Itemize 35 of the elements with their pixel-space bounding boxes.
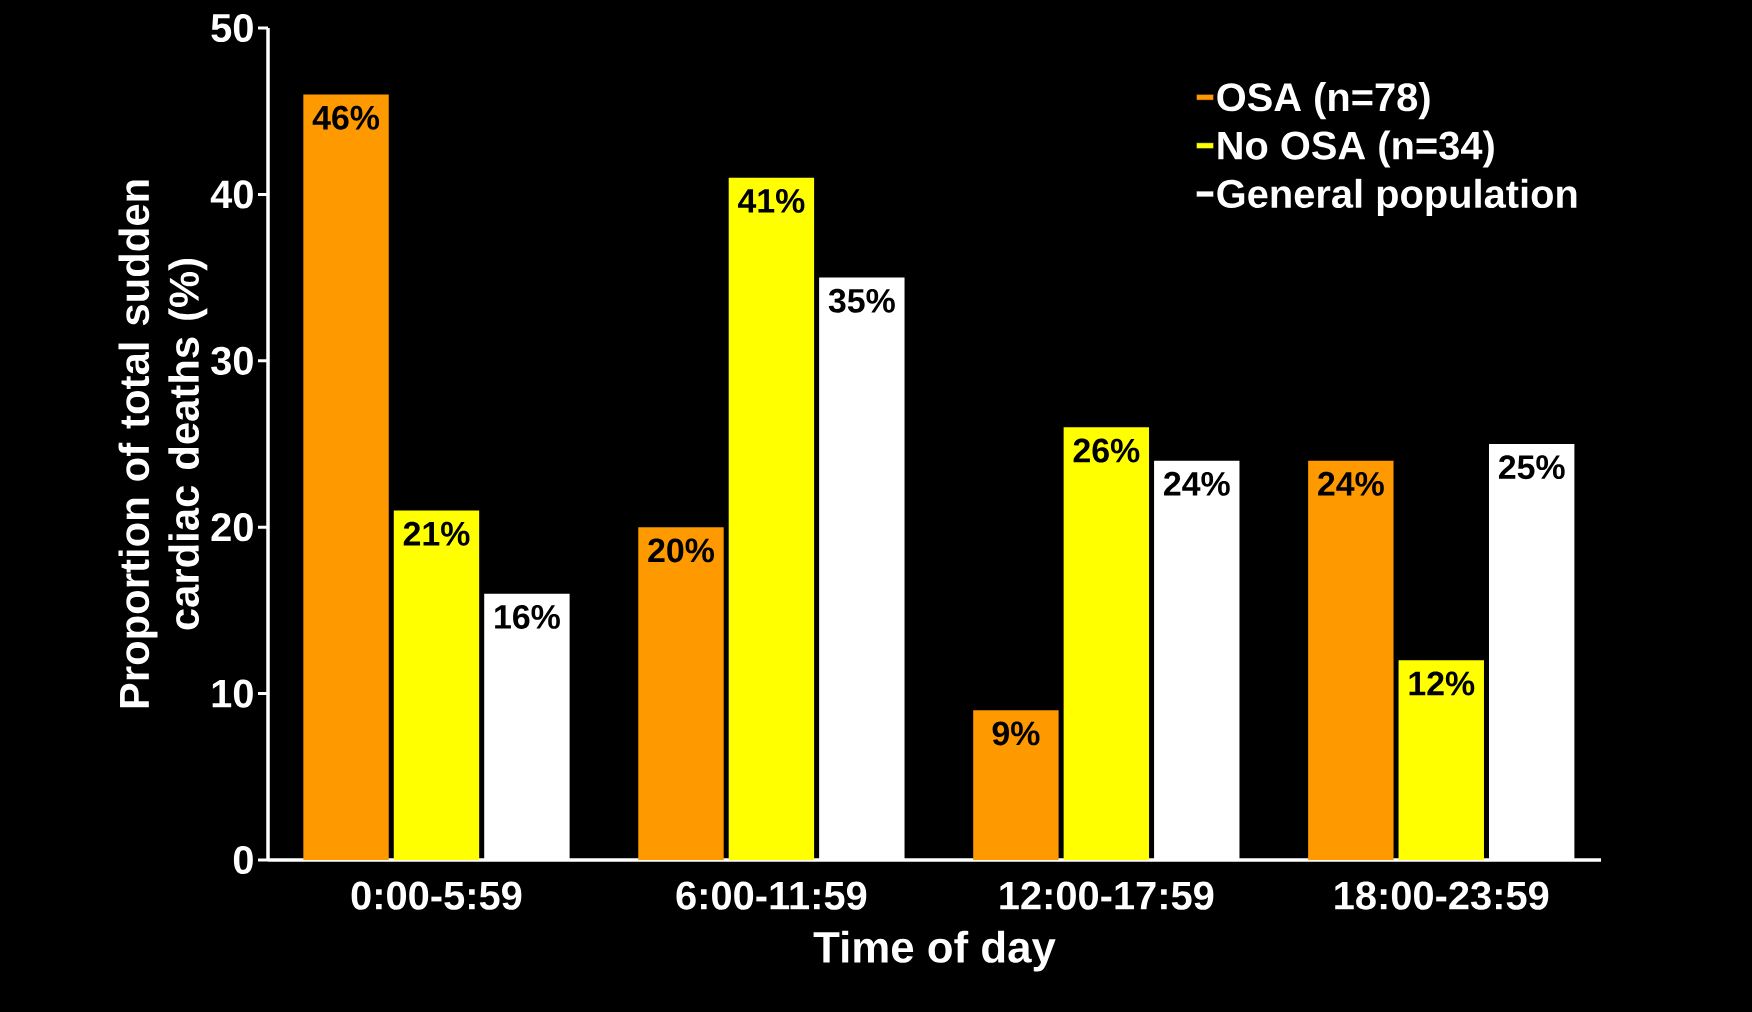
data-label: 16% [495, 604, 560, 629]
y-tick-label: 50 [211, 13, 253, 43]
data-label: 26% [1073, 438, 1140, 463]
legend-label: OSA (n=78) [1217, 82, 1430, 120]
x-tick-label: 18:00-23:59 [1335, 881, 1549, 910]
y-tick-label: 10 [212, 679, 253, 708]
data-label: 9% [992, 721, 1040, 746]
x-tick-label: 12:00-17:59 [1000, 881, 1214, 910]
x-axis-title: Time of day [813, 930, 1056, 972]
bar [1398, 660, 1484, 860]
data-label: 25% [1498, 455, 1565, 480]
data-label: 46% [312, 105, 380, 130]
data-label: 24% [1318, 471, 1384, 496]
data-label: 24% [1164, 471, 1230, 496]
x-tick-label: 0:00-5:59 [351, 881, 522, 910]
y-axis-title: Proportion of total sudden cardiac deaths (%) [118, 180, 208, 708]
bar [1063, 427, 1150, 860]
data-label: 35% [828, 288, 895, 313]
x-tick-label: 6:00-11:59 [676, 881, 867, 910]
legend-label: No OSA (n=34) [1218, 130, 1494, 168]
bar [973, 710, 1059, 860]
data-label: 21% [403, 521, 470, 546]
bar [638, 527, 724, 860]
y-tick-label: 20 [211, 513, 253, 542]
bar [393, 510, 480, 860]
legend-label: General population [1217, 178, 1577, 216]
bar [728, 177, 815, 860]
y-tick-label: 40 [210, 180, 253, 209]
y-tick-label: 30 [211, 346, 253, 375]
bar [303, 94, 389, 860]
bar [1308, 460, 1394, 860]
data-label: 12% [1409, 671, 1475, 696]
data-label: 20% [648, 538, 714, 563]
data-label: 41% [738, 188, 805, 213]
y-tick-label: 0 [233, 845, 253, 875]
